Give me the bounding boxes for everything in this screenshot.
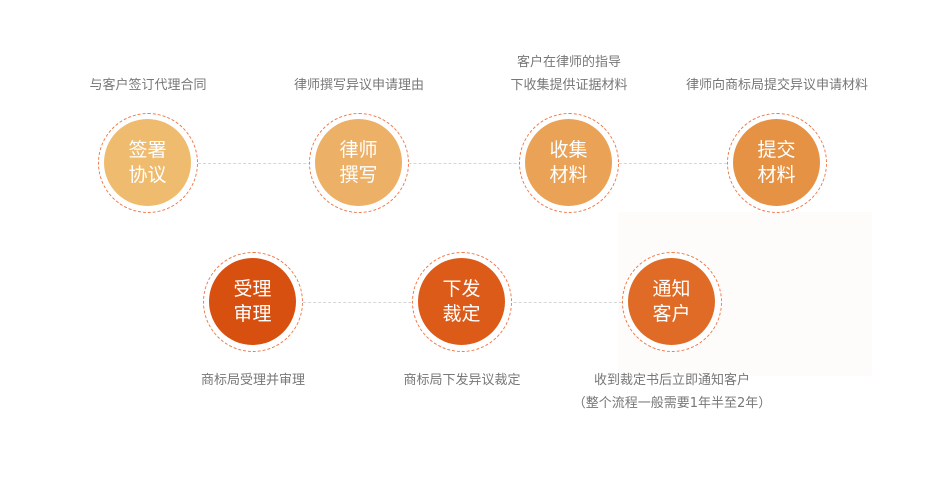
step-description: 律师撰写异议申请理由 [239,74,479,97]
step-description: 客户在律师的指导 下收集提供证据材料 [449,51,689,97]
description-line: 与客户签订代理合同 [89,78,207,93]
step-title: 通知 [652,277,691,300]
step-title: 提交 [757,138,796,161]
step-top_steps-1: 律师 撰写 [309,113,409,213]
step-circle: 收集 材料 [525,119,612,206]
description-line: 商标局受理并审理 [200,373,305,388]
step-title: 律师 [339,138,378,161]
description-line: 律师撰写异议申请理由 [293,78,424,93]
step-top_steps-2: 收集 材料 [519,113,619,213]
step-title: 裁定 [442,302,481,325]
description-line: 客户在律师的指导 [516,55,621,70]
step-circle: 受理 审理 [209,258,296,345]
step-title: 撰写 [339,163,378,186]
description-line: （整个流程一般需要1年半至2年） [572,396,772,411]
description-line: 商标局下发异议裁定 [403,373,521,388]
step-bottom_steps-1: 下发 裁定 [412,252,512,352]
step-circle: 通知 客户 [628,258,715,345]
step-bottom_steps-2: 通知 客户 [622,252,722,352]
step-title: 材料 [757,163,796,186]
description-line: 收到裁定书后立即通知客户 [593,373,750,388]
step-top_steps-0: 签署 协议 [98,113,198,213]
connector-line-top [148,163,777,164]
step-title: 审理 [233,302,272,325]
description-line: 律师向商标局提交异议申请材料 [685,78,868,93]
step-title: 受理 [233,277,272,300]
step-title: 协议 [128,163,167,186]
step-title: 客户 [652,302,691,325]
step-circle: 提交 材料 [733,119,820,206]
step-title: 下发 [442,277,481,300]
step-description: 与客户签订代理合同 [28,74,268,97]
step-title: 收集 [549,138,588,161]
step-circle: 律师 撰写 [315,119,402,206]
step-description: 商标局受理并审理 [133,369,373,392]
step-circle: 下发 裁定 [418,258,505,345]
description-line: 下收集提供证据材料 [510,78,628,93]
step-description: 商标局下发异议裁定 [342,369,582,392]
step-description: 收到裁定书后立即通知客户 （整个流程一般需要1年半至2年） [552,369,792,415]
step-description: 律师向商标局提交异议申请材料 [657,74,897,97]
step-top_steps-3: 提交 材料 [727,113,827,213]
step-circle: 签署 协议 [104,119,191,206]
step-bottom_steps-0: 受理 审理 [203,252,303,352]
step-title: 签署 [128,138,167,161]
step-title: 材料 [549,163,588,186]
